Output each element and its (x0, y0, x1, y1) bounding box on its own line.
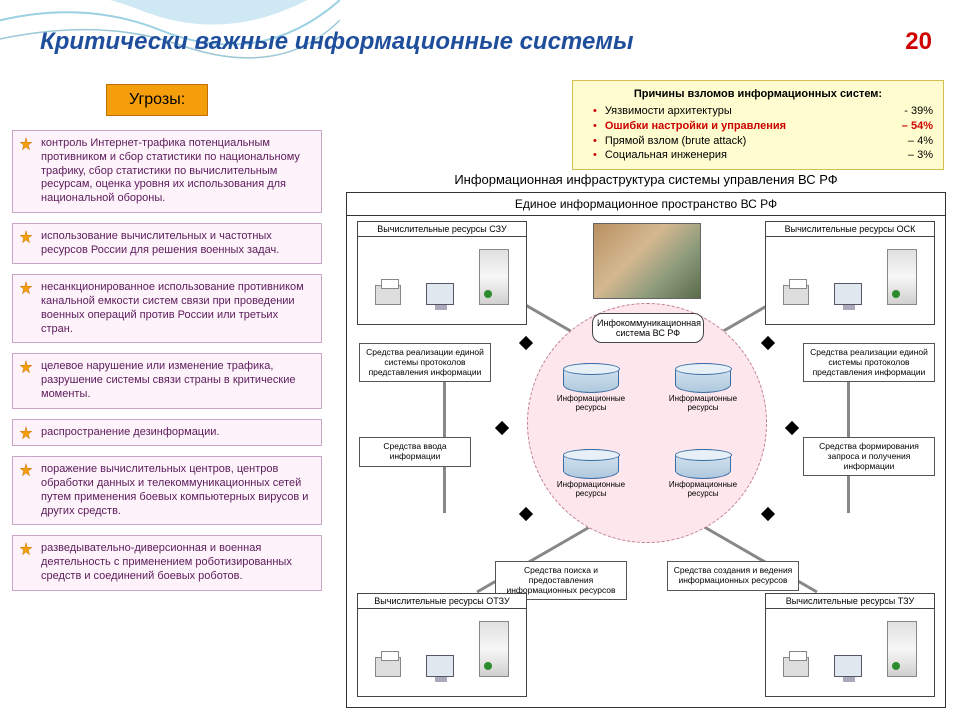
threats-header: Угрозы: (106, 84, 208, 116)
threat-text: использование вычислительных и частотных… (41, 230, 279, 256)
threat-item: контроль Интернет-трафика потенциальным … (12, 130, 322, 213)
threat-item: разведывательно-диверсионная и военная д… (12, 535, 322, 590)
center-photo (593, 223, 701, 299)
burst-icon (19, 137, 33, 151)
burst-icon (19, 360, 33, 374)
cause-value: – 54% (902, 119, 933, 134)
side-box: Средства реализации единой системы прото… (803, 343, 935, 382)
corner-box-br: Вычислительные ресурсы ТЗУ (765, 593, 935, 697)
threat-item: несанкционированное использование против… (12, 274, 322, 343)
diamond-node (761, 336, 775, 350)
threat-text: распространение дезинформации. (41, 426, 219, 438)
monitor-icon (834, 655, 862, 677)
diamond-node (785, 421, 799, 435)
threat-item: использование вычислительных и частотных… (12, 223, 322, 265)
diamond-node (519, 507, 533, 521)
page-number: 20 (905, 28, 932, 56)
page-title: Критически важные информационные системы (40, 28, 634, 56)
burst-icon (19, 230, 33, 244)
cause-label: Прямой взлом (brute attack) (605, 134, 908, 149)
diamond-node (519, 336, 533, 350)
threat-item: распространение дезинформации. (12, 419, 322, 447)
diamond-node (495, 421, 509, 435)
monitor-icon (834, 283, 862, 305)
printer-icon (375, 285, 401, 305)
causes-box: Причины взломов информационных систем: У… (572, 80, 944, 170)
cause-label: Ошибки настройки и управления (605, 119, 902, 134)
causes-header: Причины взломов информационных систем: (583, 87, 933, 102)
burst-icon (19, 281, 33, 295)
corner-box-bl: Вычислительные ресурсы ОТЗУ (357, 593, 527, 697)
diagram-frame: Единое информационное пространство ВС РФ… (346, 192, 946, 708)
threat-text: поражение вычислительных центров, центро… (41, 463, 308, 516)
cause-item: Ошибки настройки и управления– 54% (593, 119, 933, 134)
printer-icon (375, 657, 401, 677)
threat-item: целевое нарушение или изменение трафика,… (12, 353, 322, 408)
monitor-icon (426, 655, 454, 677)
corner-box-tl: Вычислительные ресурсы СЗУ (357, 221, 527, 325)
threat-text: несанкционированное использование против… (41, 281, 304, 334)
db-cylinder: Информационные ресурсы (659, 449, 747, 499)
diagram-super-title: Информационная инфраструктура системы уп… (346, 172, 946, 187)
db-cylinder: Информационные ресурсы (547, 363, 635, 413)
cause-label: Социальная инженерия (605, 148, 908, 163)
threats-list: контроль Интернет-трафика потенциальным … (12, 130, 322, 601)
side-box: Средства создания и ведения информационн… (667, 561, 799, 591)
cause-item: Прямой взлом (brute attack)– 4% (593, 134, 933, 149)
threat-text: разведывательно-диверсионная и военная д… (41, 542, 292, 582)
tower-icon (479, 621, 509, 677)
tower-icon (479, 249, 509, 305)
cause-item: Уязвимости архитектуры- 39% (593, 104, 933, 119)
db-cylinder: Информационные ресурсы (659, 363, 747, 413)
db-cylinder: Информационные ресурсы (547, 449, 635, 499)
cause-value: – 4% (908, 134, 933, 149)
infocom-label: Инфокоммуникационная система ВС РФ (592, 313, 704, 343)
tower-icon (887, 621, 917, 677)
cause-value: - 39% (904, 104, 933, 119)
threat-text: целевое нарушение или изменение трафика,… (41, 360, 296, 400)
threat-text: контроль Интернет-трафика потенциальным … (41, 137, 300, 204)
side-box: Средства реализации единой системы прото… (359, 343, 491, 382)
corner-box-tr: Вычислительные ресурсы ОСК (765, 221, 935, 325)
burst-icon (19, 463, 33, 477)
threat-item: поражение вычислительных центров, центро… (12, 456, 322, 525)
cause-label: Уязвимости архитектуры (605, 104, 904, 119)
cause-item: Социальная инженерия– 3% (593, 148, 933, 163)
burst-icon (19, 542, 33, 556)
monitor-icon (426, 283, 454, 305)
cause-value: – 3% (908, 148, 933, 163)
diagram-frame-title: Единое информационное пространство ВС РФ (347, 193, 945, 216)
tower-icon (887, 249, 917, 305)
printer-icon (783, 285, 809, 305)
burst-icon (19, 426, 33, 440)
diamond-node (761, 507, 775, 521)
printer-icon (783, 657, 809, 677)
side-box: Средства ввода информации (359, 437, 471, 467)
side-box: Средства формирования запроса и получени… (803, 437, 935, 476)
